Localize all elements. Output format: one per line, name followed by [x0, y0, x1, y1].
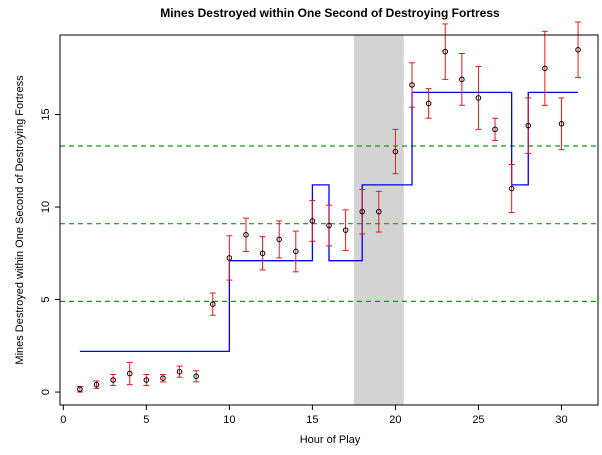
y-tick-label: 15	[40, 108, 52, 120]
point	[425, 100, 432, 107]
point	[93, 381, 100, 388]
x-tick-label: 25	[472, 414, 484, 426]
error-bar	[558, 97, 565, 151]
error-bar	[409, 62, 416, 108]
y-axis-label: Mines Destroyed within One Second of Des…	[14, 75, 26, 365]
point	[226, 255, 233, 261]
point	[126, 370, 133, 377]
error-bar	[425, 88, 432, 119]
error-bar	[110, 373, 117, 387]
point	[508, 185, 515, 192]
point	[442, 48, 449, 55]
error-bar	[492, 117, 499, 141]
point	[326, 222, 332, 229]
error-bar	[375, 190, 382, 233]
y-tick-label: 5	[40, 296, 52, 302]
point	[77, 386, 83, 393]
error-bar	[276, 220, 283, 259]
error-bar	[575, 21, 582, 79]
error-bar	[458, 53, 465, 106]
error-bar	[193, 370, 200, 383]
error-bar	[126, 361, 133, 386]
point	[209, 301, 216, 307]
x-tick-label: 10	[223, 414, 235, 426]
point	[376, 208, 382, 215]
error-bar	[541, 30, 548, 106]
error-bar	[442, 23, 449, 80]
error-bar	[242, 217, 249, 252]
error-bar	[143, 373, 150, 387]
point	[193, 373, 199, 380]
point	[359, 208, 366, 215]
plot-frame	[59, 34, 599, 406]
error-bar	[226, 235, 233, 281]
y-tick-label: 0	[40, 389, 52, 395]
point	[309, 218, 316, 224]
point	[243, 232, 249, 238]
point	[392, 148, 399, 155]
point	[409, 82, 415, 88]
point	[558, 121, 565, 127]
error-bar	[326, 204, 332, 247]
point	[459, 76, 465, 83]
error-bar	[259, 236, 266, 271]
point	[542, 65, 548, 72]
point	[143, 377, 150, 383]
error-bar	[525, 97, 532, 154]
x-axis-label: Hour of Play	[300, 434, 361, 446]
error-bar	[392, 128, 399, 175]
point	[276, 236, 282, 243]
point	[160, 375, 166, 381]
x-tick-label: 20	[389, 414, 401, 426]
point	[475, 95, 482, 101]
y-tick-label: 10	[40, 201, 52, 213]
point	[575, 47, 581, 53]
error-bar	[209, 292, 216, 316]
x-tick-label: 30	[555, 414, 567, 426]
error-bar	[508, 164, 515, 214]
error-bar	[475, 65, 482, 130]
error-bar	[309, 200, 316, 242]
point	[110, 377, 116, 383]
error-bar	[176, 365, 183, 378]
x-tick-label: 15	[306, 414, 318, 426]
chart-title: Mines Destroyed within One Second of Des…	[160, 6, 500, 20]
x-tick-label: 5	[143, 414, 149, 426]
point	[292, 248, 299, 255]
point	[525, 122, 532, 129]
x-tick-label: 0	[60, 414, 66, 426]
point	[342, 227, 349, 233]
point	[259, 250, 266, 257]
error-bar	[342, 209, 349, 252]
error-bar	[359, 188, 366, 235]
point	[176, 368, 183, 375]
error-bar	[292, 230, 299, 273]
point	[492, 126, 498, 133]
